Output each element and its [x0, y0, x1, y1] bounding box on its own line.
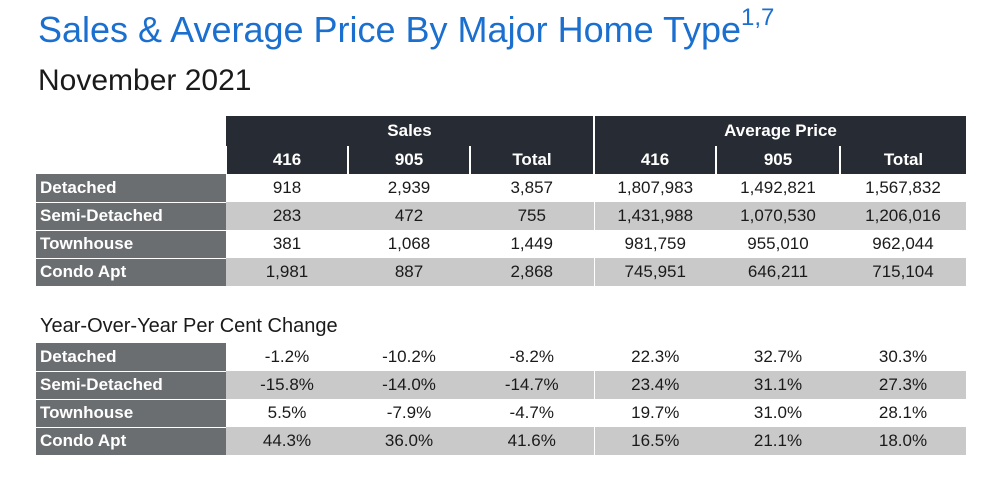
column-header: Total: [839, 146, 966, 174]
table-cell: 16.5%: [594, 427, 716, 456]
table-cell: 1,449: [470, 230, 595, 258]
table-row: Detached -1.2% -10.2% -8.2% 22.3% 32.7% 30.3%: [36, 343, 966, 372]
row-label: Semi-Detached: [36, 202, 226, 231]
table-cell: 1,492,821: [740, 178, 816, 197]
table-cell: 1,068: [387, 234, 431, 254]
table-cell: 36.0%: [348, 427, 470, 456]
table-row: Condo Apt 1,981 887 2,868 745,951 646,211 715,…: [36, 258, 966, 287]
table-cell: 918: [272, 178, 302, 197]
table-cell: 283: [226, 202, 348, 231]
table-cell: 19.7%: [631, 403, 680, 423]
corner-blank: [36, 116, 226, 146]
row-label: Detached: [36, 343, 226, 372]
table-cell: 1,206,016: [840, 202, 966, 231]
table-cell: 955,010: [747, 234, 809, 254]
table-cell: 2,939: [387, 178, 431, 197]
corner-blank: [36, 146, 226, 174]
page-title-text: Sales & Average Price By Major Home Type: [38, 9, 742, 50]
sales-table-body: Detached 918 2,939 3,857 1,807,983 1,492,821 1…: [36, 174, 966, 287]
table-cell: -10.2%: [382, 347, 436, 366]
group-header-sales: Sales: [226, 116, 594, 146]
table-cell: 1,807,983: [617, 178, 694, 197]
table-cell: 41.6%: [470, 427, 595, 456]
page-title: Sales & Average Price By Major Home Type…: [38, 4, 774, 51]
table-cell: -14.7%: [470, 371, 595, 400]
row-label: Condo Apt: [36, 258, 226, 287]
table-cell: 755: [470, 202, 595, 231]
table-cell: 3,857: [470, 174, 595, 202]
table-cell: 715,104: [840, 258, 966, 287]
table-cell: 5.5%: [267, 403, 307, 423]
yoy-section-title: Year-Over-Year Per Cent Change: [40, 315, 338, 337]
table-cell: 981,759: [624, 234, 686, 254]
table-cell: 32.7%: [753, 347, 803, 366]
table-cell: 381: [272, 234, 302, 254]
yoy-table-body: Detached -1.2% -10.2% -8.2% 22.3% 32.7% 30.3% S…: [36, 343, 966, 456]
column-header: Total: [469, 146, 594, 174]
row-label: Condo Apt: [36, 427, 226, 456]
title-footnote: 1,7: [741, 4, 775, 31]
column-header: 905: [715, 146, 840, 174]
table-cell: -8.2%: [470, 343, 595, 371]
yoy-change-table: Detached -1.2% -10.2% -8.2% 22.3% 32.7% 30.3% S…: [36, 343, 966, 456]
row-label: Townhouse: [36, 399, 226, 428]
table-cell: 22.3%: [631, 347, 680, 366]
table-row: Detached 918 2,939 3,857 1,807,983 1,492,821 1…: [36, 174, 966, 203]
table-row: Semi-Detached -15.8% -14.0% -14.7% 23.4% 31.1…: [36, 371, 966, 400]
table-cell: 27.3%: [840, 371, 966, 400]
table-cell: -7.9%: [386, 403, 432, 423]
column-header: 905: [347, 146, 470, 174]
row-label: Detached: [36, 174, 226, 203]
table-cell: -15.8%: [226, 371, 348, 400]
table-cell: 23.4%: [594, 371, 716, 400]
row-label: Semi-Detached: [36, 371, 226, 400]
column-header: 416: [225, 146, 348, 174]
table-row: Townhouse 5.5% -7.9% -4.7% 19.7% 31.0% 28.1%: [36, 399, 966, 428]
table-cell: 962,044: [872, 234, 934, 254]
table-cell: 31.0%: [753, 403, 803, 423]
table-cell: 1,981: [226, 258, 348, 287]
table-cell: 31.1%: [716, 371, 840, 400]
table-cell: 646,211: [716, 258, 840, 287]
column-header: 416: [593, 146, 716, 174]
table-cell: -4.7%: [470, 399, 595, 427]
table-cell: 2,868: [470, 258, 595, 287]
table-cell: 44.3%: [226, 427, 348, 456]
sales-price-table: Sales Average Price 416 905 Total 416 90…: [36, 116, 966, 287]
table-cell: 887: [348, 258, 470, 287]
table-cell: 745,951: [594, 258, 716, 287]
table-cell: 472: [348, 202, 470, 231]
table-row: Semi-Detached 283 472 755 1,431,988 1,070,530…: [36, 202, 966, 231]
table-cell: -14.0%: [348, 371, 470, 400]
table-cell: 1,567,832: [865, 178, 941, 197]
table-cell: 1,070,530: [716, 202, 840, 231]
row-label: Townhouse: [36, 230, 226, 259]
table-row: Townhouse 381 1,068 1,449 981,759 955,010 962,…: [36, 230, 966, 259]
table-row: Condo Apt 44.3% 36.0% 41.6% 16.5% 21.1% 18.0%: [36, 427, 966, 456]
table-cell: 1,431,988: [594, 202, 716, 231]
table-cell: 21.1%: [716, 427, 840, 456]
page-subtitle: November 2021: [38, 64, 252, 97]
table-cell: 30.3%: [878, 347, 928, 366]
group-header-average-price: Average Price: [593, 116, 966, 146]
table-cell: 28.1%: [878, 403, 928, 423]
table-cell: 18.0%: [840, 427, 966, 456]
table-cell: -1.2%: [264, 347, 310, 366]
